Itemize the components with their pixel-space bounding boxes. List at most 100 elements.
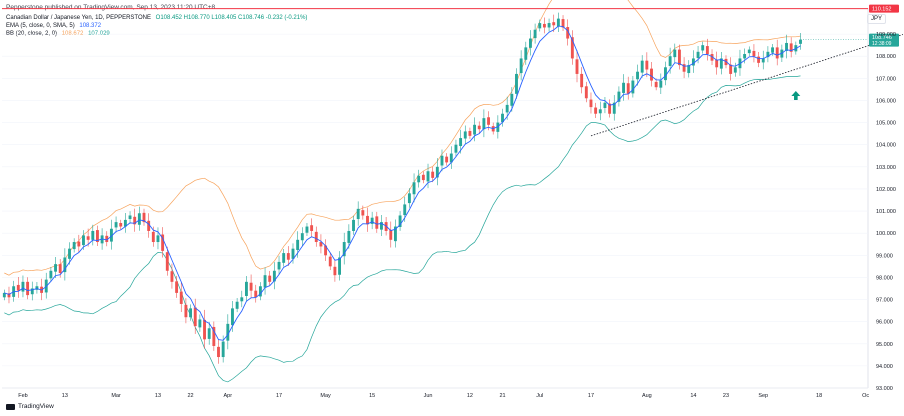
candle-body xyxy=(221,341,225,358)
candle-body xyxy=(719,58,723,69)
candle-body xyxy=(282,253,286,263)
candle-body xyxy=(165,252,169,271)
candle-body xyxy=(705,46,709,55)
candle-body xyxy=(542,23,546,28)
candle-body xyxy=(128,215,132,220)
candle-body xyxy=(291,248,295,259)
price-tick-label: 100.000 xyxy=(876,231,896,237)
candle-body xyxy=(258,286,262,297)
price-axis[interactable]: 93.000 94.000 95.000 96.000 97.000 98.000 99.0… xyxy=(876,32,896,392)
candle-body xyxy=(501,113,504,123)
support-trendline xyxy=(590,34,904,137)
candle-body xyxy=(193,307,197,327)
candle-body xyxy=(58,264,62,273)
candle-body xyxy=(538,23,542,29)
candle-body xyxy=(26,281,30,296)
candle-body xyxy=(691,58,695,66)
candle-body xyxy=(170,271,174,282)
candle-body xyxy=(463,131,467,139)
candle-body xyxy=(622,82,626,93)
candle-body xyxy=(254,290,258,298)
candle-body xyxy=(217,346,220,358)
price-tick-label: 93.000 xyxy=(876,386,893,392)
candle-body xyxy=(203,319,206,340)
last-price-countdown: 12:38:09 xyxy=(872,41,892,47)
candle-body xyxy=(272,270,276,282)
candle-body xyxy=(244,281,248,296)
time-tick-label: 13 xyxy=(62,393,68,399)
legend-ema-value: 108.372 xyxy=(79,23,102,29)
candle-body xyxy=(286,253,290,260)
candle-body xyxy=(505,104,509,113)
candle-body xyxy=(733,67,737,73)
candle-body xyxy=(677,49,681,66)
candle-body xyxy=(263,275,267,288)
candle-body xyxy=(785,42,788,51)
candle-body xyxy=(715,59,719,68)
time-tick-label: 18 xyxy=(816,393,822,399)
candle-body xyxy=(729,64,733,74)
tradingview-logo-icon xyxy=(6,403,15,410)
candle-body xyxy=(701,45,705,51)
candle-body xyxy=(519,58,523,74)
price-tick-label: 99.000 xyxy=(876,253,893,259)
time-tick-label: Sep xyxy=(758,393,768,399)
footer-brand: TradingView xyxy=(6,403,54,410)
candle-body xyxy=(431,171,435,178)
candle-body xyxy=(175,281,179,293)
candle-body xyxy=(403,204,407,216)
candle-body xyxy=(445,156,449,163)
candle-body xyxy=(696,51,700,59)
candle-body xyxy=(147,220,151,231)
candle-body xyxy=(449,153,453,163)
candle-body xyxy=(412,182,416,195)
candle-body xyxy=(328,256,332,267)
time-axis[interactable]: Feb 13 Mar 13 22 Apr 17 May 15 Jun 12 21 Jul 17 Aug 14 2… xyxy=(18,393,869,399)
time-tick-label: 14 xyxy=(690,393,696,399)
candle-body xyxy=(570,37,574,59)
price-tick-label: 95.000 xyxy=(876,342,893,348)
last-price-value: 108.746 xyxy=(872,35,892,41)
legend-ohlc: O108.452 H108.770 L108.405 C108.746 -0.2… xyxy=(155,15,308,21)
candle-body xyxy=(207,328,211,339)
candle-body xyxy=(142,212,146,223)
candle-body xyxy=(645,60,649,70)
candle-body xyxy=(426,171,430,182)
candle-body xyxy=(91,230,95,240)
candle-body xyxy=(584,86,588,99)
candle-body xyxy=(789,43,793,52)
candle-body xyxy=(673,49,677,58)
candle-body xyxy=(561,19,565,28)
time-tick-label: 22 xyxy=(188,393,194,399)
candle-body xyxy=(114,222,118,228)
candle-body xyxy=(743,54,747,59)
currency-label[interactable]: JPY xyxy=(866,14,886,24)
candle-body xyxy=(747,49,751,54)
candle-body xyxy=(524,47,528,60)
grid-lines xyxy=(2,8,869,389)
candle-body xyxy=(435,166,439,178)
candle-body xyxy=(123,219,127,227)
candle-body xyxy=(333,266,337,276)
candle-body xyxy=(133,216,137,225)
candle-body xyxy=(580,73,584,88)
candle-body xyxy=(482,118,486,130)
candle-body xyxy=(608,103,612,114)
candle-body xyxy=(296,239,300,250)
candle-body xyxy=(529,38,532,48)
candle-body xyxy=(347,230,351,243)
legend-ema-label: EMA (5, close, 0, SMA, 5) xyxy=(6,23,75,29)
candle-body xyxy=(459,138,463,147)
bb-lower-path xyxy=(4,75,801,383)
resistance-price-label: 110.152 xyxy=(872,7,891,13)
candle-body xyxy=(235,301,239,309)
candle-body xyxy=(356,208,360,220)
candle-body xyxy=(380,222,383,230)
price-tick-label: 98.000 xyxy=(876,275,893,281)
candle-body xyxy=(594,107,598,114)
legend-ema-row[interactable]: EMA (5, close, 0, SMA, 5) 108.372 xyxy=(6,22,307,30)
candle-body xyxy=(72,242,76,250)
candle-body xyxy=(612,102,616,114)
